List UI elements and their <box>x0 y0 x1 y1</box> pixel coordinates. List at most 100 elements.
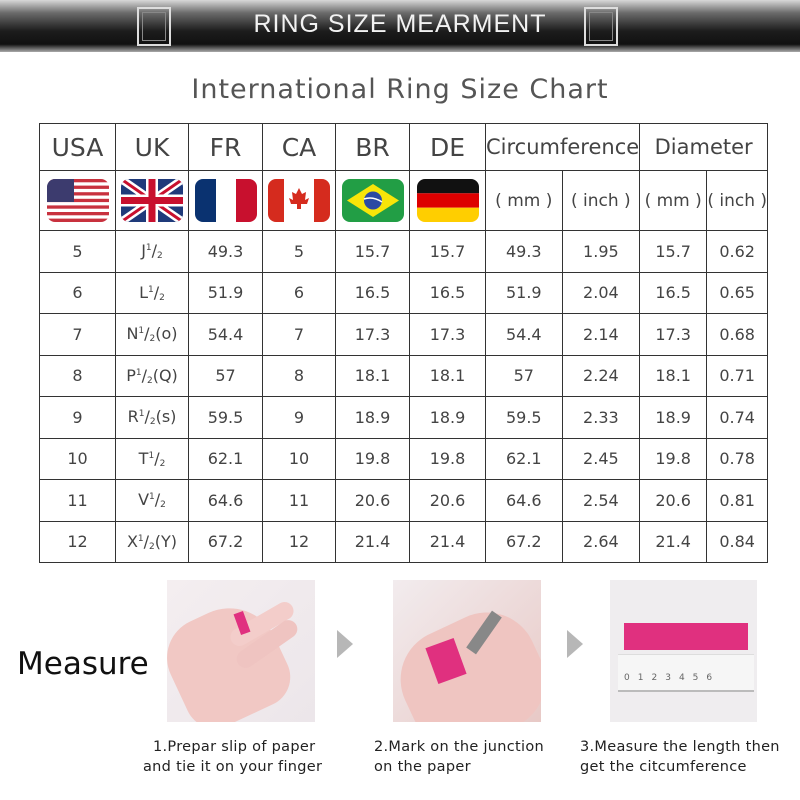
cell-circ-mm: 54.4 <box>485 313 563 356</box>
cell-fr: 49.3 <box>188 230 263 273</box>
cell-ca: 10 <box>262 437 336 480</box>
table-row: 11 V1/2 64.6 11 20.6 20.6 64.6 2.54 20.6 0.81 <box>39 479 769 522</box>
table-row: 5 J1/2 49.3 5 15.7 15.7 49.3 1.95 15.7 0.62 <box>39 230 769 273</box>
cell-uk: R1/2(s) <box>115 396 189 439</box>
arrow-right-icon <box>337 630 353 658</box>
cell-br: 18.9 <box>335 396 410 439</box>
cell-dia-mm: 21.4 <box>639 520 708 563</box>
table-row: 10 T1/2 62.1 10 19.8 19.8 62.1 2.45 19.8 0.78 <box>39 437 769 480</box>
step-1-caption: 1.Prepar slip of paper and tie it on your… <box>143 739 323 775</box>
cell-dia-mm: 17.3 <box>639 313 708 356</box>
cell-circ-mm: 64.6 <box>485 479 563 522</box>
cell-circ-in: 2.14 <box>561 313 641 356</box>
cell-ca: 7 <box>262 313 336 356</box>
cell-fr: 51.9 <box>188 271 263 314</box>
unit-circ-mm: ( mm ) <box>485 170 563 231</box>
cell-dia-mm: 19.8 <box>639 437 708 480</box>
cell-uk: L1/2 <box>115 271 189 314</box>
header-uk: UK <box>115 123 189 171</box>
cell-de: 15.7 <box>409 230 486 273</box>
cell-circ-mm: 49.3 <box>485 230 563 273</box>
cell-circ-mm: 51.9 <box>485 271 563 314</box>
cell-fr: 54.4 <box>188 313 263 356</box>
ruler-tick-label: 0 <box>624 673 630 683</box>
cell-uk: P1/2(Q) <box>115 354 189 397</box>
cell-circ-mm: 62.1 <box>485 437 563 480</box>
cell-br: 21.4 <box>335 520 410 563</box>
cell-usa: 10 <box>39 437 116 480</box>
cell-dia-in: 0.81 <box>706 479 769 522</box>
header-de: DE <box>409 123 486 171</box>
header-br: BR <box>335 123 410 171</box>
ruler-tick-label: 2 <box>651 673 658 683</box>
cell-ca: 11 <box>262 479 336 522</box>
uk-flag-icon <box>121 179 183 222</box>
cell-ca: 6 <box>262 271 336 314</box>
ruler-tick-label: 6 <box>706 673 713 683</box>
cell-usa: 9 <box>39 396 116 439</box>
table-row: 9 R1/2(s) 59.5 9 18.9 18.9 59.5 2.33 18.9 0.74 <box>39 396 769 439</box>
cell-dia-in: 0.78 <box>706 437 769 480</box>
cell-circ-in: 2.54 <box>561 479 641 522</box>
ruler-tick-label: 3 <box>665 673 671 683</box>
cell-ca: 12 <box>262 520 336 563</box>
cell-de: 21.4 <box>409 520 486 563</box>
cell-usa: 5 <box>39 230 116 273</box>
cell-ca: 5 <box>262 230 336 273</box>
header-circumference: Circumference <box>484 123 641 171</box>
cell-dia-mm: 18.1 <box>639 354 708 397</box>
cell-circ-mm: 59.5 <box>485 396 563 439</box>
square-ornament-icon <box>137 7 171 46</box>
header-diameter: Diameter <box>639 123 769 171</box>
cell-uk: X1/2(Y) <box>115 520 189 563</box>
cell-br: 19.8 <box>335 437 410 480</box>
cell-uk: V1/2 <box>115 479 189 522</box>
cell-circ-in: 2.24 <box>561 354 641 397</box>
ring-size-table: USA UK FR CA BR DE Circumference Diamete… <box>39 123 769 563</box>
header-ca: CA <box>262 123 336 171</box>
unit-dia-mm: ( mm ) <box>639 170 708 231</box>
cell-de: 19.8 <box>409 437 486 480</box>
cell-dia-mm: 16.5 <box>639 271 708 314</box>
paper-strip <box>624 623 748 650</box>
us-flag-icon <box>46 179 109 222</box>
cell-usa: 6 <box>39 271 116 314</box>
ruler-tick-label: 1 <box>637 673 644 683</box>
cell-dia-in: 0.65 <box>706 271 769 314</box>
cell-dia-in: 0.62 <box>706 230 769 273</box>
cell-dia-mm: 18.9 <box>639 396 708 439</box>
step-3-caption: 3.Measure the length then get the citcumf… <box>580 739 780 775</box>
banner-title: RING SIZE MEARMENT <box>253 10 547 38</box>
cell-dia-mm: 20.6 <box>639 479 708 522</box>
cell-de: 17.3 <box>409 313 486 356</box>
table-row: 7 N1/2(o) 54.4 7 17.3 17.3 54.4 2.14 17.3 0.68 <box>39 313 769 356</box>
cell-de: 18.1 <box>409 354 486 397</box>
cell-dia-in: 0.68 <box>706 313 769 356</box>
cell-usa: 11 <box>39 479 116 522</box>
cell-fr: 67.2 <box>188 520 263 563</box>
arrow-right-icon <box>567 630 583 658</box>
cell-circ-in: 2.64 <box>561 520 641 563</box>
cell-circ-mm: 57 <box>485 354 563 397</box>
cell-br: 16.5 <box>335 271 410 314</box>
germany-flag-icon <box>416 179 479 222</box>
unit-circ-inch: ( inch ) <box>561 170 641 231</box>
header-fr: FR <box>188 123 263 171</box>
cell-uk: T1/2 <box>115 437 189 480</box>
cell-usa: 12 <box>39 520 116 563</box>
table-row: 8 P1/2(Q) 57 8 18.1 18.1 57 2.24 18.1 0.71 <box>39 354 769 397</box>
france-flag-icon <box>194 179 257 222</box>
canada-flag-icon <box>268 179 330 222</box>
step-1-photo <box>167 580 315 722</box>
cell-uk: N1/2(o) <box>115 313 189 356</box>
cell-fr: 62.1 <box>188 437 263 480</box>
cell-usa: 8 <box>39 354 116 397</box>
cell-dia-in: 0.84 <box>706 520 769 563</box>
cell-circ-in: 2.33 <box>561 396 641 439</box>
chart-title: International Ring Size Chart <box>191 74 609 105</box>
cell-fr: 57 <box>188 354 263 397</box>
step-2-photo <box>393 580 541 722</box>
cell-fr: 64.6 <box>188 479 263 522</box>
measure-label: Measure <box>17 646 149 682</box>
